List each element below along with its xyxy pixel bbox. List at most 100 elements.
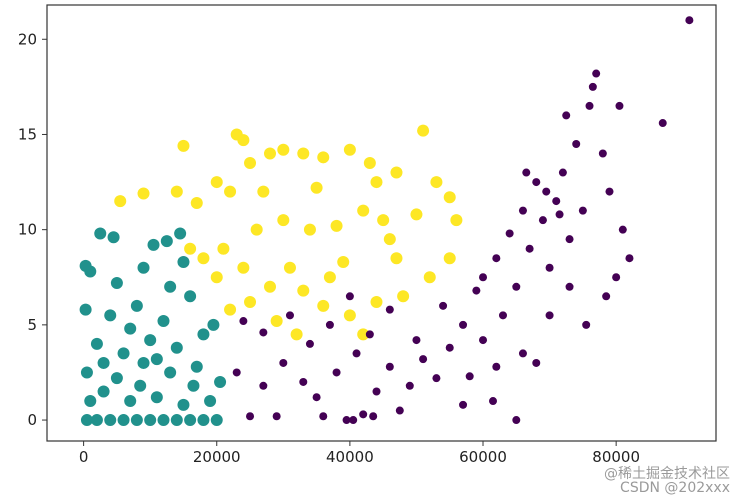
- data-point: [246, 412, 255, 421]
- data-point: [385, 362, 394, 371]
- data-point: [417, 124, 430, 137]
- data-point: [615, 101, 624, 110]
- data-point: [160, 235, 173, 248]
- data-point: [465, 372, 474, 381]
- data-point: [110, 372, 123, 385]
- data-point: [150, 353, 163, 366]
- data-point: [217, 242, 230, 255]
- data-point: [272, 412, 281, 421]
- data-point: [204, 395, 217, 408]
- x-tick-label: 80000: [592, 448, 640, 466]
- data-point: [114, 195, 127, 208]
- data-point: [605, 187, 614, 196]
- data-point: [555, 210, 564, 219]
- data-point: [144, 334, 157, 347]
- points-layer: [79, 16, 694, 427]
- y-tick-label: 15: [18, 125, 37, 143]
- data-point: [405, 381, 414, 390]
- data-point: [285, 311, 294, 320]
- data-point: [117, 414, 130, 427]
- data-point: [505, 229, 514, 238]
- watermark-juejin: @稀土掘金技术社区: [604, 466, 730, 482]
- data-point: [658, 119, 667, 128]
- data-point: [283, 261, 296, 274]
- data-point: [445, 343, 454, 352]
- data-point: [518, 349, 527, 358]
- data-point: [423, 271, 436, 284]
- data-point: [522, 168, 531, 177]
- data-point: [330, 219, 343, 232]
- data-point: [625, 254, 634, 263]
- watermark-csdn: CSDN @202xxx: [620, 480, 730, 496]
- data-point: [90, 337, 103, 350]
- data-point: [144, 414, 157, 427]
- data-point: [97, 356, 110, 369]
- data-point: [177, 256, 190, 269]
- data-point: [343, 143, 356, 156]
- data-point: [94, 227, 107, 240]
- data-point: [239, 317, 248, 326]
- data-point: [572, 139, 581, 148]
- data-point: [197, 328, 210, 341]
- data-point: [343, 309, 356, 322]
- data-point: [170, 341, 183, 354]
- data-point: [525, 244, 534, 253]
- data-point: [585, 101, 594, 110]
- data-point: [177, 398, 190, 411]
- data-point: [430, 176, 443, 189]
- data-point: [337, 256, 350, 269]
- data-point: [157, 414, 170, 427]
- data-point: [297, 147, 310, 160]
- data-point: [124, 395, 137, 408]
- data-point: [443, 191, 456, 204]
- plot-frame: [46, 4, 717, 442]
- data-point: [370, 296, 383, 309]
- data-point: [297, 284, 310, 297]
- data-point: [277, 143, 290, 156]
- data-point: [383, 233, 396, 246]
- data-point: [565, 282, 574, 291]
- data-point: [184, 414, 197, 427]
- data-point: [90, 414, 103, 427]
- data-point: [312, 393, 321, 402]
- data-point: [390, 166, 403, 179]
- data-point: [124, 322, 137, 335]
- y-tick-label: 20: [18, 30, 37, 48]
- data-point: [317, 299, 330, 312]
- data-point: [150, 391, 163, 404]
- data-point: [377, 214, 390, 227]
- data-point: [492, 254, 501, 263]
- data-point: [357, 204, 370, 217]
- y-tick-label: 10: [18, 221, 37, 239]
- data-point: [257, 185, 270, 198]
- data-point: [390, 252, 403, 265]
- data-point: [323, 271, 336, 284]
- x-tick-label: 20000: [193, 448, 241, 466]
- data-point: [84, 395, 97, 408]
- data-point: [107, 231, 120, 244]
- data-point: [359, 410, 368, 419]
- data-point: [305, 339, 314, 348]
- data-point: [419, 355, 428, 364]
- data-point: [244, 296, 257, 309]
- data-point: [397, 290, 410, 303]
- data-point: [450, 214, 463, 227]
- data-point: [385, 305, 394, 314]
- x-axis: 0 20000 40000 60000 80000: [79, 441, 640, 466]
- data-point: [532, 178, 541, 187]
- data-point: [479, 336, 488, 345]
- y-axis: 0 5 10 15 20: [18, 30, 47, 429]
- data-point: [190, 360, 203, 373]
- data-point: [237, 134, 250, 147]
- data-point: [164, 366, 177, 379]
- data-point: [170, 185, 183, 198]
- data-point: [279, 358, 288, 367]
- data-point: [177, 139, 190, 152]
- data-point: [602, 292, 611, 301]
- data-point: [130, 414, 143, 427]
- data-point: [498, 311, 507, 320]
- data-point: [612, 273, 621, 282]
- data-point: [592, 69, 601, 78]
- data-point: [412, 336, 421, 345]
- data-point: [342, 416, 351, 425]
